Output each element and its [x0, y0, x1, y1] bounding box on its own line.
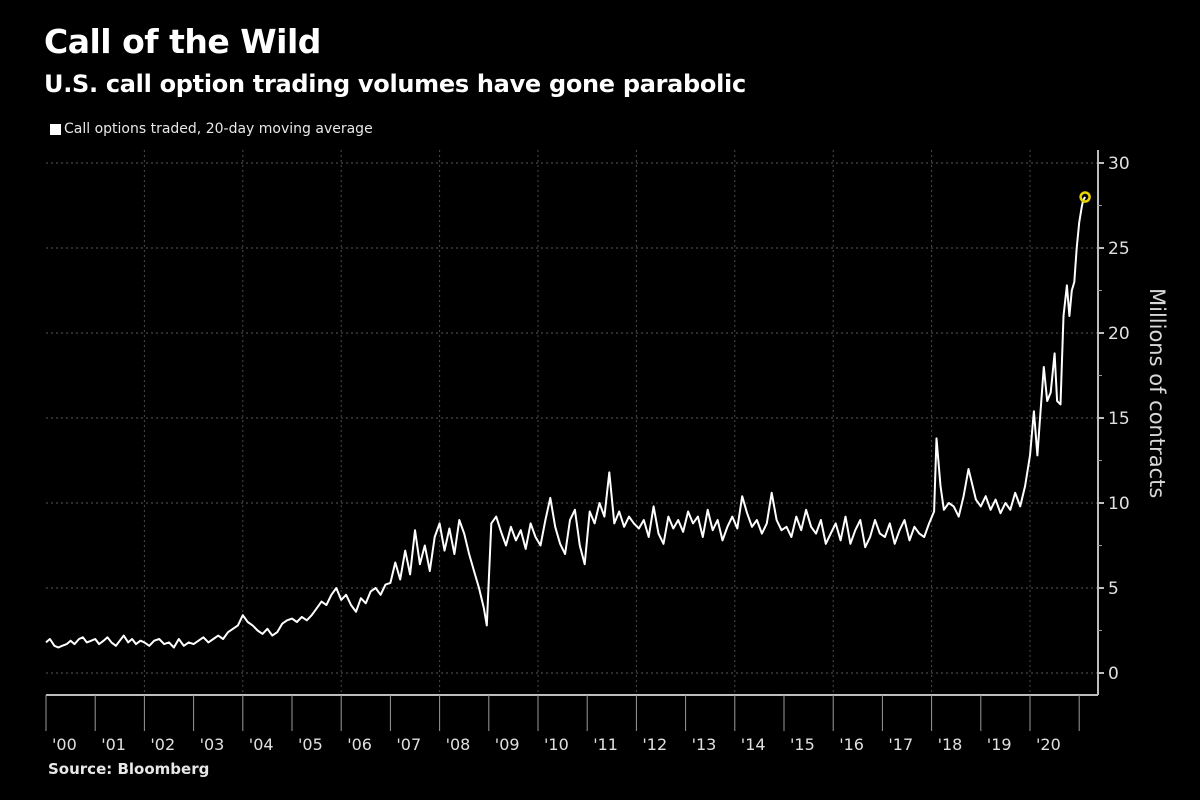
y-axis-ticks: 0 5 10 15 20 25 30: [1098, 154, 1130, 684]
x-tick-label: '16: [839, 735, 864, 754]
gridlines: [46, 150, 1098, 695]
x-tick-label: '06: [347, 735, 372, 754]
y-tick-label: 25: [1108, 239, 1130, 259]
x-tick-label: '14: [741, 735, 766, 754]
series-line: [45, 196, 1086, 649]
x-tick-label: '12: [642, 735, 667, 754]
legend: Call options traded, 20-day moving avera…: [50, 121, 373, 137]
y-tick-label: 30: [1108, 154, 1130, 174]
x-tick-label: '11: [593, 735, 618, 754]
last-point-marker: [1079, 191, 1091, 203]
x-tick-label: '13: [692, 735, 717, 754]
x-tick-label: '05: [298, 735, 323, 754]
y-tick-label: 20: [1108, 324, 1130, 344]
source-note: Source: Bloomberg: [48, 760, 210, 778]
y-tick-label: 10: [1108, 494, 1130, 514]
x-tick-label: '18: [938, 735, 963, 754]
y-tick-label: 15: [1108, 409, 1130, 429]
x-tick-label: '02: [150, 735, 175, 754]
y-tick-label: 0: [1108, 664, 1119, 684]
axes: [46, 150, 1099, 696]
x-axis-ticks: '00 '01 '02 '03 '04 '05 '06 '07 '08 '09 '10 '11 '12 '…: [45, 695, 1080, 754]
x-tick-label: '03: [200, 735, 225, 754]
chart-subtitle: U.S. call option trading volumes have go…: [44, 70, 746, 98]
y-axis-label: Millions of contracts: [1145, 288, 1169, 498]
chart-title: Call of the Wild: [44, 22, 321, 61]
x-tick-label: '20: [1036, 735, 1061, 754]
legend-swatch: [50, 123, 61, 135]
x-tick-label: '08: [446, 735, 471, 754]
x-tick-label: '09: [495, 735, 520, 754]
x-tick-label: '10: [544, 735, 569, 754]
x-tick-label: '15: [790, 735, 815, 754]
legend-label: Call options traded, 20-day moving avera…: [64, 121, 373, 137]
x-tick-label: '00: [52, 735, 77, 754]
x-tick-label: '07: [396, 735, 421, 754]
y-tick-label: 5: [1108, 579, 1119, 599]
x-tick-label: '17: [888, 735, 913, 754]
x-tick-label: '01: [101, 735, 126, 754]
x-tick-label: '19: [987, 735, 1012, 754]
series-layer: [45, 191, 1091, 649]
x-tick-label: '04: [249, 735, 274, 754]
